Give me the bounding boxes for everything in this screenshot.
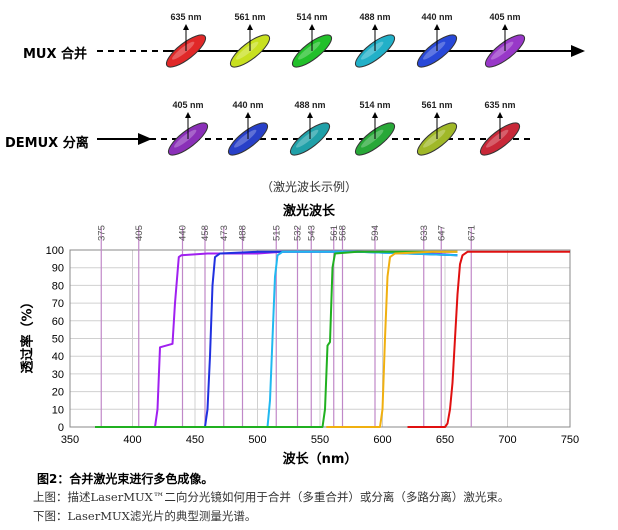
mux-filter-488nm: 488 nm — [354, 12, 396, 68]
y-axis-label: 透过率（%） — [20, 294, 36, 374]
y-tick-label: 90 — [52, 263, 64, 275]
series-line-5 — [326, 250, 458, 428]
mux-filter-440nm: 440 nm — [416, 12, 458, 68]
x-tick-label: 500 — [248, 434, 266, 446]
x-axis-label: 波长（nm） — [282, 452, 358, 467]
mux-filter-405nm: 405 nm — [484, 12, 526, 68]
y-tick-label: 30 — [52, 369, 64, 381]
demux-filter-561nm: 561 nm — [416, 100, 458, 156]
series-line-4 — [95, 250, 458, 428]
demux-filter-405nm: 405 nm — [167, 100, 209, 156]
y-tick-label: 20 — [52, 387, 64, 399]
x-tick-label: 600 — [373, 434, 391, 446]
mux-label: MUX 合并 — [23, 47, 88, 62]
laser-label-647: 647 — [436, 225, 447, 241]
laser-label-532: 532 — [293, 225, 304, 241]
x-tick-label: 700 — [498, 434, 516, 446]
mux-wavelength-label: 561 nm — [234, 12, 265, 22]
series-line-6 — [407, 250, 570, 428]
x-tick-label: 550 — [311, 434, 329, 446]
mux-wavelength-label: 514 nm — [296, 12, 327, 22]
laser-label-594: 594 — [370, 225, 381, 241]
demux-wavelength-label: 514 nm — [359, 100, 390, 110]
x-tick-label: 350 — [61, 434, 79, 446]
x-tick-label: 650 — [436, 434, 454, 446]
demux-label: DEMUX 分离 — [5, 136, 89, 151]
laser-label-633: 633 — [419, 225, 430, 241]
y-tick-label: 40 — [52, 351, 64, 363]
mux-filter-514nm: 514 nm — [291, 12, 333, 68]
laser-label-515: 515 — [271, 225, 282, 241]
laser-label-488: 488 — [238, 225, 249, 241]
demux-filter-635nm: 635 nm — [479, 100, 521, 156]
y-tick-label: 80 — [52, 280, 64, 292]
demux-wavelength-label: 405 nm — [172, 100, 203, 110]
chart-title: 激光波长 — [282, 204, 335, 219]
mux-wavelength-label: 405 nm — [489, 12, 520, 22]
mux-demux-diagram: 635 nm 561 nm 514 nm 488 nm 440 nm 405 nm 405… — [97, 12, 585, 156]
laser-label-405: 405 — [134, 225, 145, 241]
mux-filter-635nm: 635 nm — [165, 12, 207, 68]
y-tick-label: 50 — [52, 334, 64, 346]
x-tick-label: 400 — [123, 434, 141, 446]
laser-label-561: 561 — [329, 225, 340, 241]
x-tick-label: 450 — [186, 434, 204, 446]
diagram-caption: （激光波长示例） — [260, 180, 357, 194]
demux-filter-440nm: 440 nm — [227, 100, 269, 156]
laser-label-440: 440 — [178, 225, 189, 241]
y-tick-label: 60 — [52, 316, 64, 328]
demux-wavelength-label: 488 nm — [294, 100, 325, 110]
y-tick-label: 100 — [46, 245, 64, 257]
laser-label-473: 473 — [219, 225, 230, 241]
demux-wavelength-label: 440 nm — [232, 100, 263, 110]
demux-filter-514nm: 514 nm — [354, 100, 396, 156]
laser-label-458: 458 — [200, 225, 211, 241]
y-tick-label: 0 — [58, 422, 64, 434]
laser-label-671: 671 — [466, 225, 477, 241]
mux-wavelength-label: 635 nm — [170, 12, 201, 22]
y-tick-label: 10 — [52, 404, 64, 416]
figure-title: 图2：合并激光束进行多色成像。 — [37, 472, 214, 486]
mux-wavelength-label: 488 nm — [359, 12, 390, 22]
transmission-chart: 350 400 450 500 550 600 650 700 750 0 10 20 30 40 50 60… — [46, 225, 580, 446]
demux-wavelength-label: 635 nm — [484, 100, 515, 110]
figure-caption-bottom: 下图：LaserMUX滤光片的典型测量光谱。 — [33, 509, 257, 523]
mux-wavelength-label: 440 nm — [421, 12, 452, 22]
demux-wavelength-label: 561 nm — [421, 100, 452, 110]
mux-filter-561nm: 561 nm — [229, 12, 271, 68]
figure-caption-top: 上图：描述LaserMUX™二向分光镜如何用于合并（多重合并）或分离（多路分离）… — [33, 490, 510, 504]
laser-label-568: 568 — [338, 225, 349, 241]
laser-label-375: 375 — [96, 225, 107, 241]
x-tick-label: 750 — [561, 434, 579, 446]
demux-filter-488nm: 488 nm — [289, 100, 331, 156]
y-tick-label: 70 — [52, 298, 64, 310]
laser-label-543: 543 — [306, 225, 317, 241]
